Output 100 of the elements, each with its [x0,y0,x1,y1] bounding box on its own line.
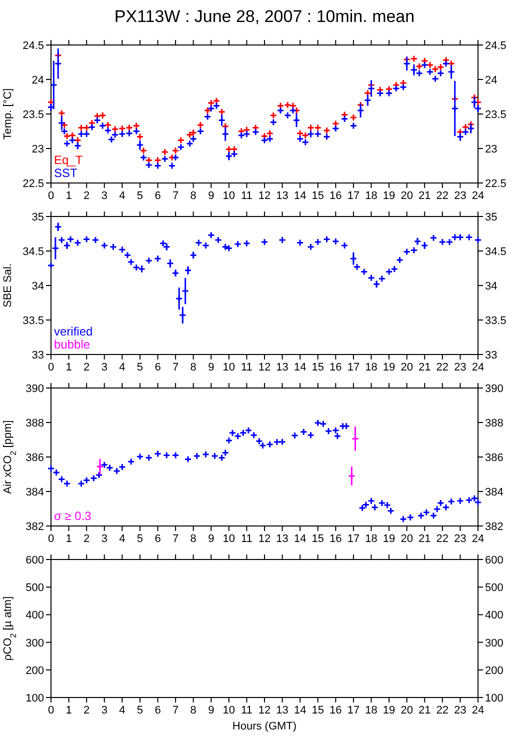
y2-tick-label: 382 [485,521,504,533]
x-tick-label: 2 [84,704,90,716]
x-tick-label: 23 [454,362,466,374]
x-tick-label: 0 [48,190,54,202]
y-tick-label: 34.5 [22,246,44,258]
x-tick-label: 8 [190,190,196,202]
x-tick-label: 5 [136,362,144,374]
y-tick-label: 300 [26,637,44,650]
x-tick-label: 14 [294,533,306,545]
x-tick-label: 11 [240,190,252,202]
x-tick-label: 17 [347,533,360,545]
x-tick-label: 4 [119,190,126,202]
x-tick-label: 1 [66,362,72,374]
x-tick-label: 9 [208,362,214,374]
x-tick-label: 22 [436,190,449,202]
x-tick-label: 24 [472,533,484,545]
y2-tick-label: 35 [485,212,498,224]
y-tick-label: 22.5 [22,178,44,190]
x-tick-label: 17 [347,704,360,716]
x-tick-label: 15 [312,704,324,716]
y2-tick-label: 24 [485,74,498,86]
y-tick-label: 600 [26,554,44,566]
x-tick-label: 1 [66,533,72,545]
x-tick-label: 20 [400,362,413,374]
y2-tick-label: 500 [485,582,504,594]
y-tick-label: 23 [32,144,44,156]
y-tick-label: 33.5 [22,315,44,327]
y-axis-title: SBE Sal. [2,263,14,308]
y2-tick-label: 22.5 [485,178,506,190]
x-tick-label: 18 [365,533,378,545]
y2-tick-label: 300 [485,637,504,650]
x-tick-label: 13 [276,362,288,374]
x-tick-label: 15 [312,190,324,202]
x-tick-label: 18 [365,704,378,716]
x-tick-label: 7 [172,362,179,374]
x-tick-label: 0 [48,704,54,716]
x-tick-label: 7 [172,704,179,716]
series-label: Eq_T [54,153,84,167]
text: σ ≥ 0.3 [54,509,92,523]
x-tick-label: 10 [222,704,236,716]
x-tick-label: 23 [454,190,466,202]
x-tick-label: 21 [418,704,431,716]
x-tick-label: 16 [330,190,342,202]
x-tick-label: 13 [276,533,288,545]
x-tick-label: 7 [172,533,179,545]
x-tick-label: 24 [472,362,484,374]
text: verified [54,324,93,338]
x-tick-label: 24 [472,190,484,202]
x-tick-label: 11 [240,704,252,716]
x-tick-label: 2 [84,533,90,545]
y-tick-label: 386 [26,452,44,464]
x-tick-label: 14 [294,190,306,202]
x-tick-label: 6 [154,704,161,716]
x-tick-label: 12 [258,533,271,545]
x-tick-label: 20 [400,704,413,716]
x-tick-label: 11 [240,362,252,374]
x-tick-label: 6 [154,362,161,374]
x-tick-label: 0 [48,362,54,374]
y2-tick-label: 33 [485,350,498,362]
x-tick-label: 11 [240,533,252,545]
x-tick-label: 24 [472,704,484,716]
x-tick-label: 4 [119,362,126,374]
x-tick-label: 5 [136,190,144,202]
y-tick-label: 390 [26,383,44,395]
series-label: SST [54,166,78,180]
x-tick-label: 12 [258,362,271,374]
y-tick-label: 23.5 [22,109,44,121]
x-tick-label: 20 [400,190,413,202]
y2-tick-label: 390 [485,383,504,395]
x-tick-label: 17 [347,362,360,374]
x-tick-label: 0 [48,533,54,545]
x-tick-label: 9 [208,704,214,716]
y-tick-label: 384 [26,486,44,498]
chart-title: PX113W : June 28, 2007 : 10min. mean [114,7,415,26]
x-tick-label: 10 [222,362,236,374]
y2-tick-label: 100 [485,692,504,704]
y-axis-title: Temp. [°C] [2,88,14,140]
y-tick-label: 382 [26,521,44,533]
y2-tick-label: 23.5 [485,109,506,121]
y2-tick-label: 384 [485,486,504,498]
x-tick-label: 4 [119,533,126,545]
x-tick-label: 3 [101,533,108,545]
x-tick-label: 16 [330,533,342,545]
x-tick-label: 2 [84,362,90,374]
x-axis-title: Hours (GMT) [232,720,297,732]
x-tick-label: 8 [190,533,196,545]
y-tick-label: 33 [32,350,44,362]
x-tick-label: 15 [312,533,324,545]
x-tick-label: 10 [222,190,236,202]
y2-tick-label: 200 [485,664,504,677]
x-tick-label: 19 [382,190,396,202]
y-tick-label: 35 [32,212,44,224]
x-tick-label: 6 [154,533,161,545]
x-tick-label: 23 [454,533,466,545]
y2-tick-label: 386 [485,452,504,464]
x-tick-label: 15 [312,362,324,374]
x-tick-label: 19 [382,362,396,374]
x-tick-label: 7 [172,190,179,202]
x-tick-label: 23 [454,704,466,716]
x-tick-label: 1 [66,704,72,716]
